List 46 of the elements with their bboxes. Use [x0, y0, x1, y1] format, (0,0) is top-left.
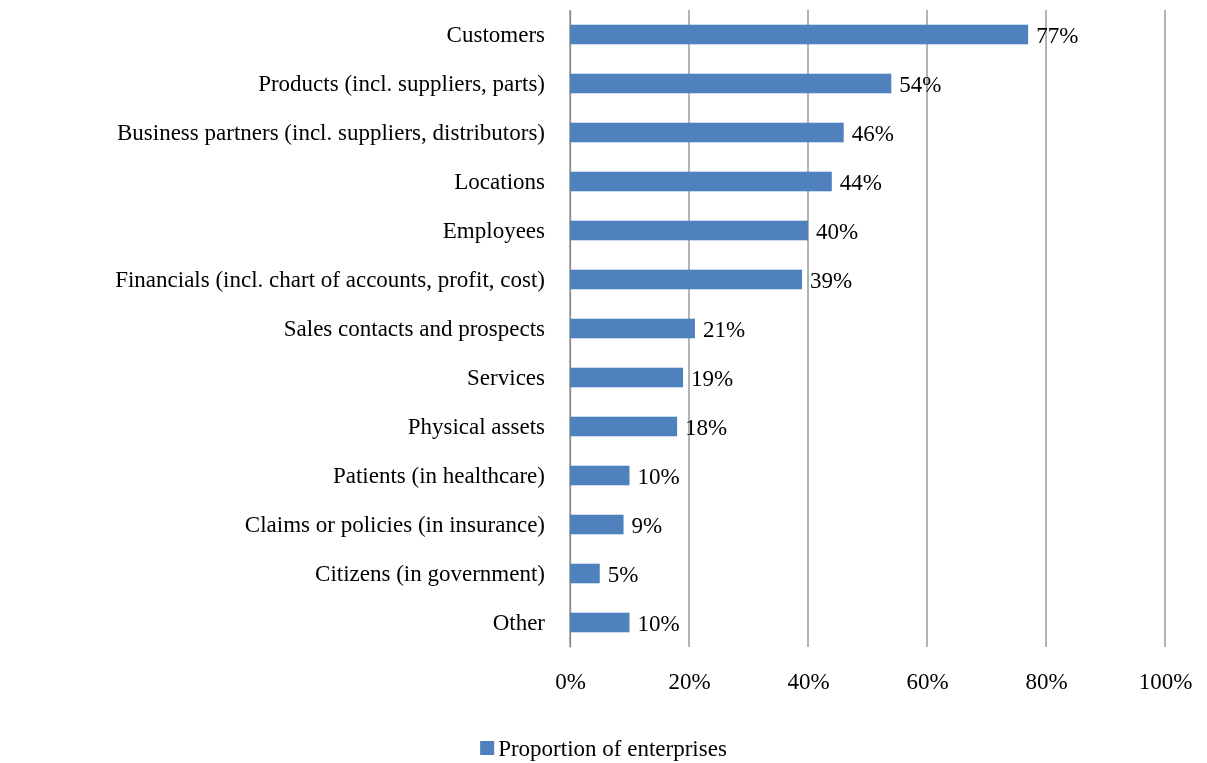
data-label: 39% [810, 267, 853, 293]
data-label: 19% [691, 365, 734, 391]
bar [570, 465, 630, 486]
y-tick-label: Sales contacts and prospects [283, 315, 546, 341]
y-tick-label: Employees [442, 217, 546, 243]
bar [570, 24, 1029, 45]
data-label: 77% [1036, 22, 1079, 48]
data-label: 5% [607, 561, 639, 587]
y-tick-label: Locations [454, 168, 546, 194]
data-label: 40% [816, 218, 859, 244]
y-tick-label: Customers [446, 21, 546, 47]
y-tick-label: Business partners (incl. suppliers, distributors) [116, 119, 545, 145]
bar [570, 563, 600, 584]
data-label: 10% [637, 610, 680, 636]
bar [570, 73, 892, 94]
bar [570, 416, 678, 437]
y-tick-label: Physical assets [407, 413, 546, 439]
x-tick-label: 100% [1138, 669, 1193, 695]
legend-label: Proportion of enterprises [498, 736, 727, 762]
y-tick-label: Other [492, 609, 546, 635]
bar [570, 122, 844, 143]
y-tick-label: Services [467, 364, 546, 390]
x-tick-label: 40% [787, 669, 830, 695]
bar [570, 514, 624, 535]
y-tick-label: Claims or policies (in insurance) [244, 511, 545, 537]
data-label: 54% [899, 71, 942, 97]
data-label: 18% [685, 414, 728, 440]
data-label: 46% [851, 120, 894, 146]
data-label: 10% [637, 463, 680, 489]
bar [570, 220, 808, 241]
y-tick-label: Citizens (in government) [315, 560, 545, 586]
bar [570, 171, 832, 192]
x-tick-label: 20% [668, 669, 711, 695]
y-tick-label: Patients (in healthcare) [332, 462, 545, 488]
data-label: 44% [839, 169, 882, 195]
bar [570, 367, 684, 388]
bar [570, 269, 803, 290]
x-tick-label: 80% [1025, 669, 1068, 695]
bar [570, 612, 630, 633]
x-tick-label: 60% [906, 669, 949, 695]
data-label: 9% [631, 512, 663, 538]
data-label: 21% [702, 316, 746, 342]
x-tick-label: 0% [555, 669, 586, 695]
y-tick-label: Financials (incl. chart of accounts, profit, cost) [115, 266, 545, 292]
bar [570, 318, 695, 339]
y-tick-label: Products (incl. suppliers, parts) [258, 70, 545, 96]
